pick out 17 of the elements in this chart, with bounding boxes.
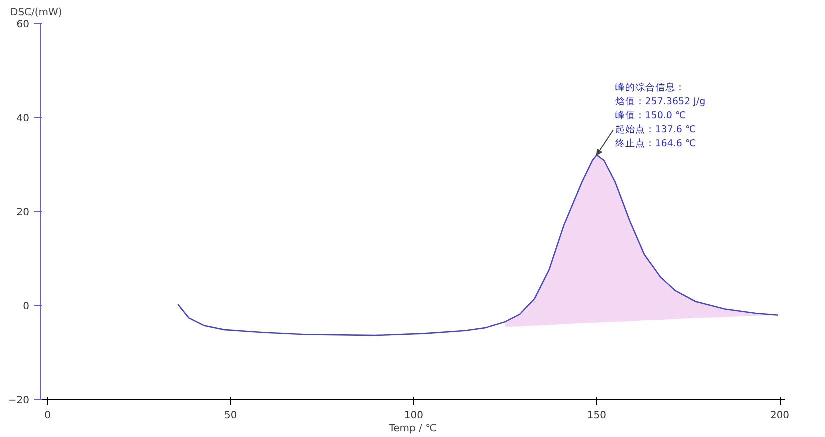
x-tick-label: 150 [587,410,607,422]
annotation: 峰的综合信息： [615,81,686,94]
y-axis-title: DSC/(mW) [10,8,62,18]
y-tick-label: 0 [23,302,30,312]
x-axis-title: Temp / ℃ [388,424,437,434]
y-tick-label: −20 [8,396,30,406]
x-tick-label: 200 [770,410,790,422]
y-tick-label: 20 [16,208,30,218]
y-tick-label: 60 [16,20,30,30]
annotation: 焓值：257.3652 J/g [615,95,706,108]
x-tick-label: 100 [404,410,424,422]
annotation: 起始点：137.6 ℃ [615,124,696,136]
x-tick-label: 50 [224,410,238,422]
annotation: 峰值：150.0 ℃ [615,109,686,122]
annotation: 终止点：164.6 ℃ [615,138,696,150]
x-tick-label: 0 [44,410,52,422]
y-tick-label: 40 [16,114,30,124]
